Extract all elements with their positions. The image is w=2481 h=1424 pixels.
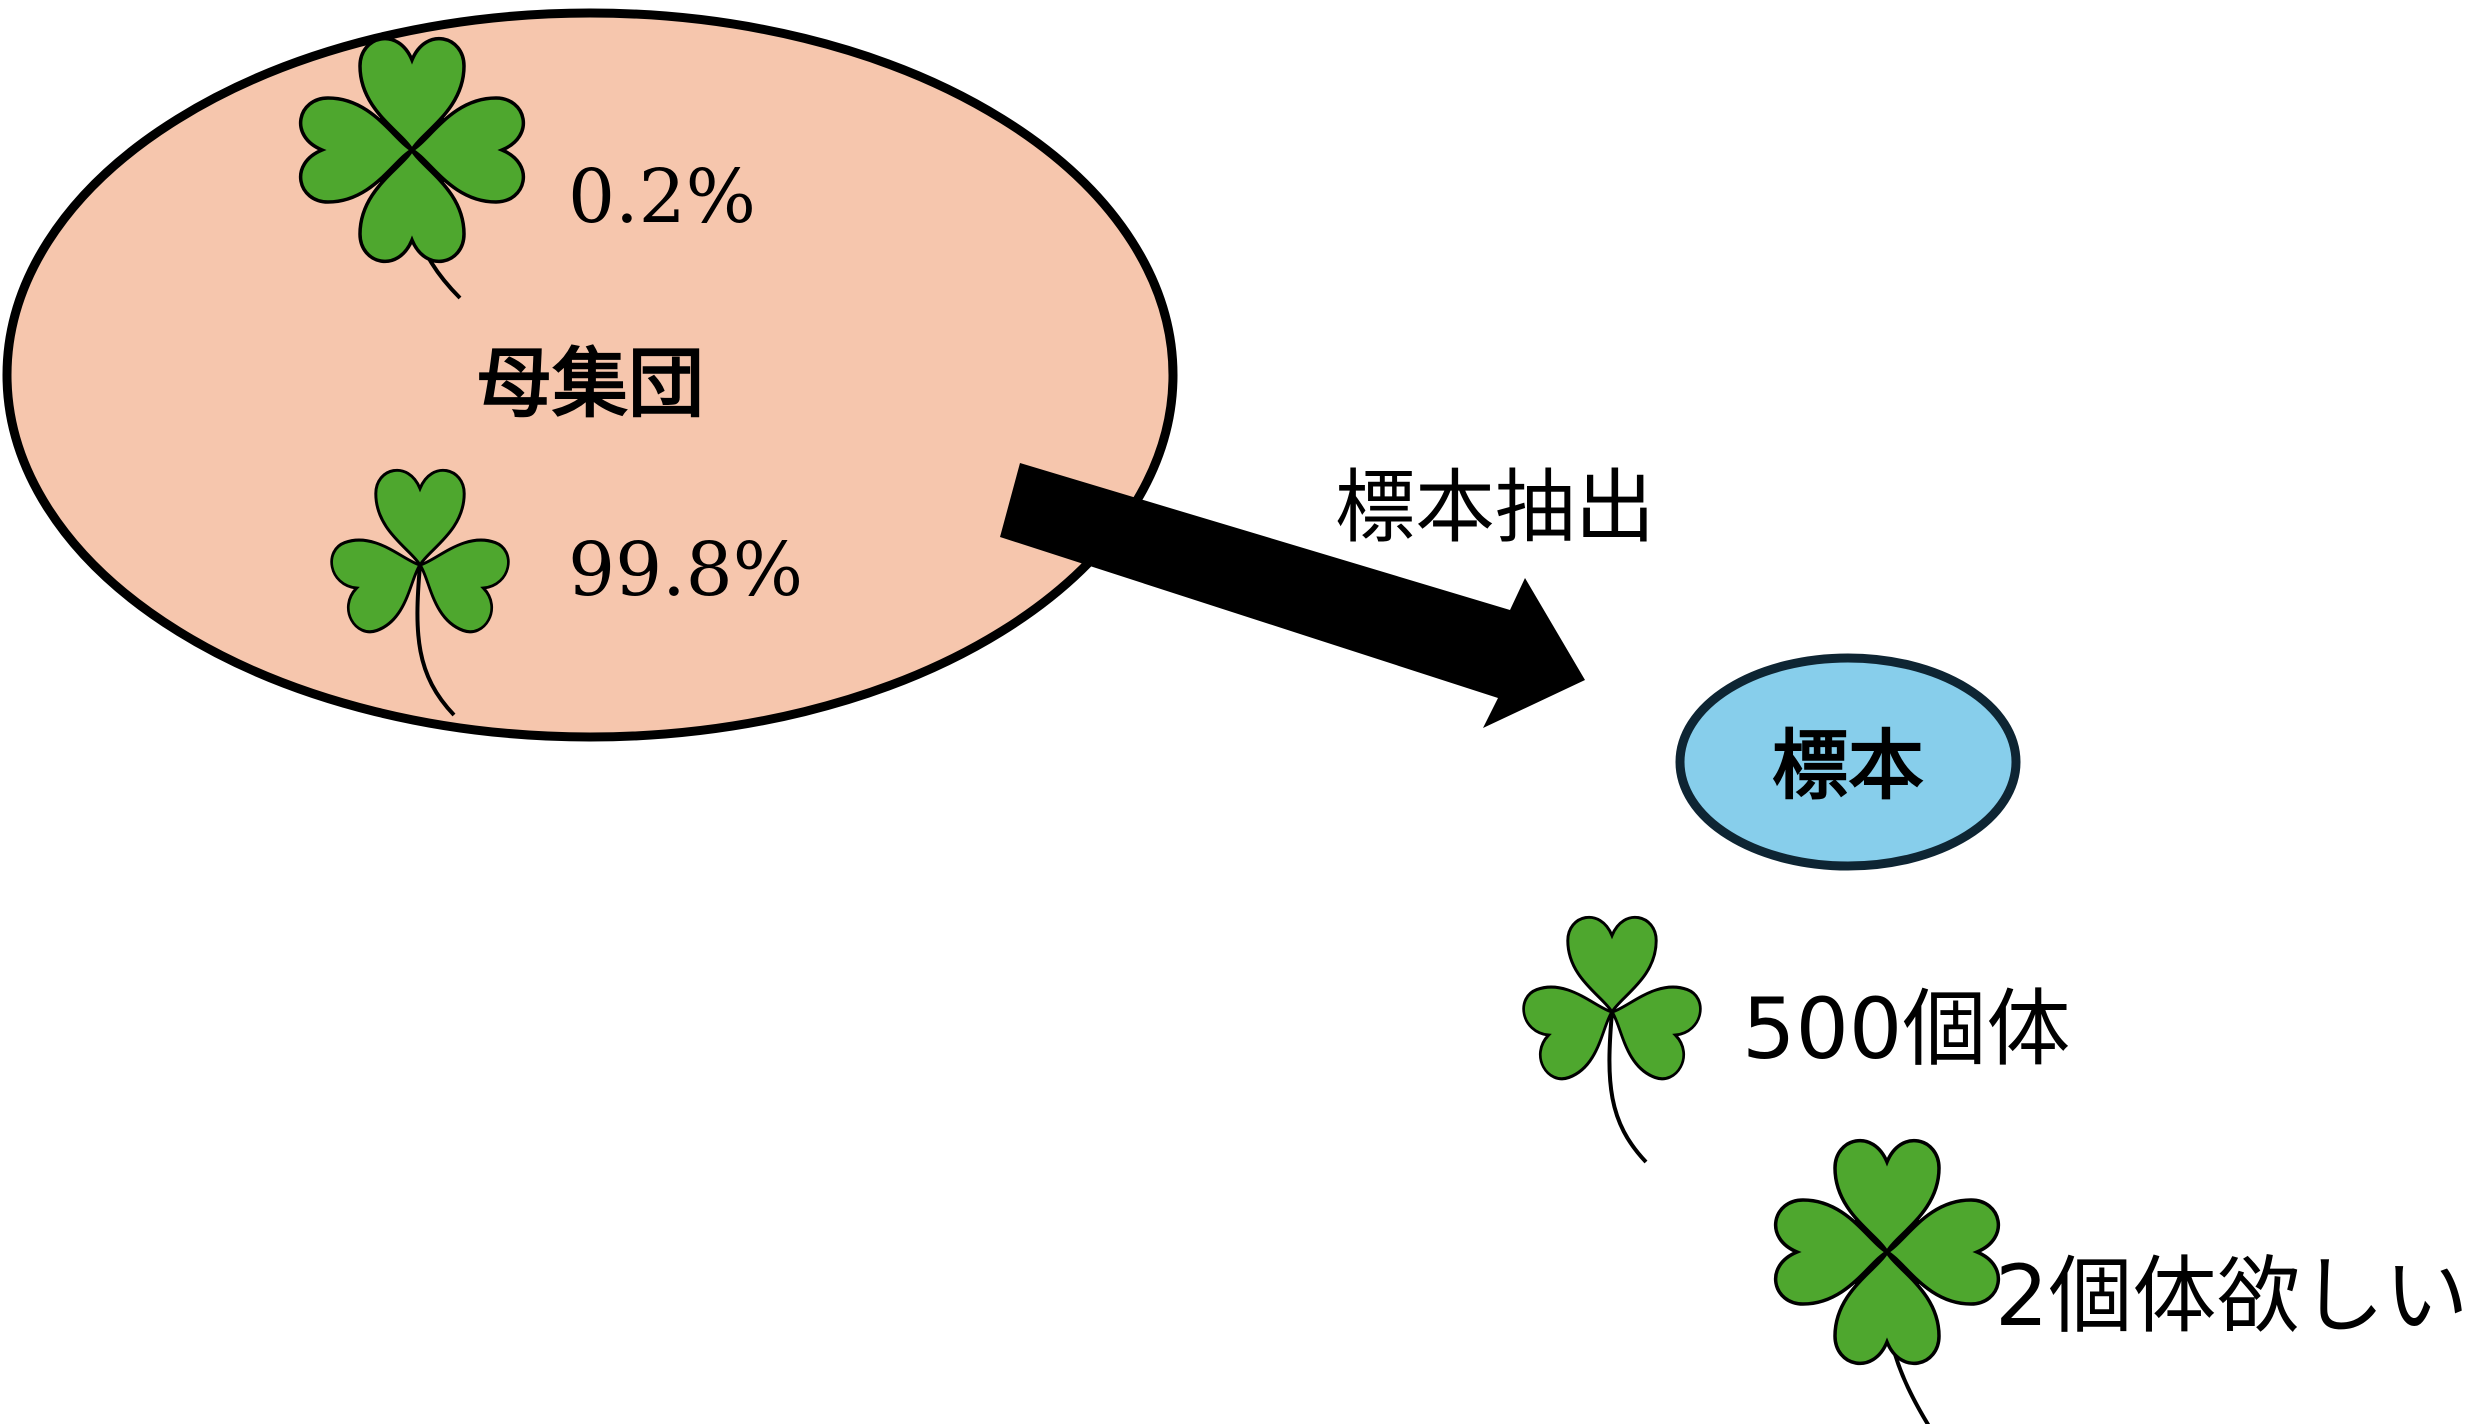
sample-ellipse <box>1675 653 2021 871</box>
sample-label: 標本 <box>1772 721 1924 810</box>
three-leaf-percent: 99.8% <box>568 527 803 613</box>
sample-count-text: 500個体 <box>1742 980 2070 1078</box>
sample-want-text: 2個体欲しい <box>1995 1247 2468 1345</box>
population-label: 母集団 <box>476 339 704 428</box>
sampling-arrow <box>1000 463 1585 728</box>
three-leaf-clover-icon <box>323 468 517 717</box>
sampling-arrow-label: 標本抽出 <box>1335 461 1655 554</box>
three-leaf-clover-icon <box>1515 915 1709 1164</box>
four-leaf-percent: 0.2% <box>568 154 756 240</box>
population-ellipse <box>2 8 1178 742</box>
four-leaf-clover-icon <box>298 36 526 300</box>
four-leaf-clover-icon <box>1773 1138 2001 1424</box>
